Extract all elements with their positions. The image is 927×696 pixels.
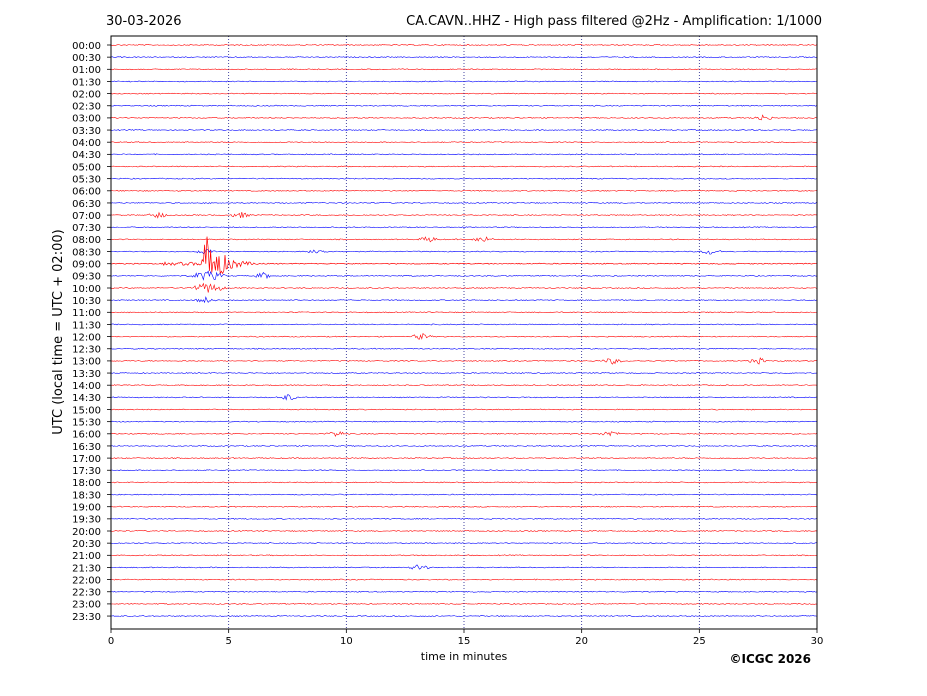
y-tick-label: 07:30 bbox=[72, 223, 101, 234]
y-tick-label: 01:30 bbox=[72, 77, 101, 88]
y-tick-label: 15:30 bbox=[72, 417, 101, 428]
y-tick-label: 23:00 bbox=[72, 600, 101, 611]
trace-0630 bbox=[110, 202, 817, 204]
trace-0530 bbox=[110, 177, 817, 180]
y-tick-label: 09:00 bbox=[72, 260, 101, 271]
trace-0900 bbox=[110, 236, 817, 275]
trace-1530 bbox=[110, 420, 817, 423]
trace-0930 bbox=[110, 270, 817, 281]
y-tick-label: 02:30 bbox=[72, 102, 101, 113]
y-tick-label: 01:00 bbox=[72, 65, 101, 76]
x-tick-label: 15 bbox=[458, 636, 471, 647]
y-tick-label: 23:30 bbox=[72, 612, 101, 623]
y-tick-label: 06:00 bbox=[72, 187, 101, 198]
header-date: 30-03-2026 bbox=[106, 14, 182, 29]
y-tick-label: 14:30 bbox=[72, 393, 101, 404]
trace-1430 bbox=[110, 394, 817, 401]
y-tick-label: 06:30 bbox=[72, 199, 101, 210]
trace-0600 bbox=[110, 189, 817, 192]
trace-0730 bbox=[110, 226, 817, 229]
y-tick-label: 12:00 bbox=[72, 332, 101, 343]
y-axis-label: UTC (local time = UTC + 02:00) bbox=[51, 229, 66, 434]
trace-1900 bbox=[110, 505, 817, 508]
y-tick-label: 08:30 bbox=[72, 247, 101, 258]
x-tick-label: 5 bbox=[225, 636, 231, 647]
trace-1630 bbox=[110, 445, 817, 447]
trace-1800 bbox=[110, 481, 817, 484]
y-tick-label: 10:00 bbox=[72, 284, 101, 295]
x-axis-label: time in minutes bbox=[421, 650, 508, 663]
y-tick-label: 04:00 bbox=[72, 138, 101, 149]
trace-0500 bbox=[110, 165, 817, 168]
y-tick-label: 03:00 bbox=[72, 114, 101, 125]
y-tick-label: 20:30 bbox=[72, 539, 101, 550]
trace-1730 bbox=[110, 469, 817, 472]
y-tick-label: 00:30 bbox=[72, 53, 101, 64]
y-tick-label: 16:00 bbox=[72, 430, 101, 441]
chart-title: CA.CAVN..HHZ - High pass filtered @2Hz -… bbox=[406, 14, 822, 29]
trace-1600 bbox=[110, 431, 817, 437]
y-tick-label: 22:00 bbox=[72, 575, 101, 586]
trace-1830 bbox=[110, 493, 817, 496]
vertical-grid bbox=[228, 36, 700, 629]
y-tick-label: 17:30 bbox=[72, 466, 101, 477]
x-tick-label: 20 bbox=[575, 636, 588, 647]
y-tick-label: 07:00 bbox=[72, 211, 101, 222]
y-tick-label: 21:00 bbox=[72, 551, 101, 562]
x-tick-label: 10 bbox=[340, 636, 353, 647]
y-tick-label: 00:00 bbox=[72, 41, 101, 52]
y-tick-label: 04:30 bbox=[72, 150, 101, 161]
y-tick-label: 20:00 bbox=[72, 527, 101, 538]
y-tick-label: 11:00 bbox=[72, 308, 101, 319]
y-tick-label: 17:00 bbox=[72, 454, 101, 465]
y-tick-label: 19:30 bbox=[72, 515, 101, 526]
y-tick-label: 13:30 bbox=[72, 369, 101, 380]
y-tick-label: 08:00 bbox=[72, 235, 101, 246]
x-tick-labels: 0 5 10 15 20 25 30 bbox=[108, 629, 824, 647]
trace-1700 bbox=[110, 457, 817, 460]
y-tick-label: 14:00 bbox=[72, 381, 101, 392]
y-tick-label: 02:00 bbox=[72, 89, 101, 100]
y-tick-label: 21:30 bbox=[72, 563, 101, 574]
y-tick-label: 05:00 bbox=[72, 162, 101, 173]
trace-0430 bbox=[110, 153, 817, 156]
trace-1500 bbox=[110, 408, 817, 411]
y-tick-label: 22:30 bbox=[72, 588, 101, 599]
y-tick-label: 09:30 bbox=[72, 272, 101, 283]
x-tick-label: 25 bbox=[693, 636, 706, 647]
y-tick-label: 05:30 bbox=[72, 174, 101, 185]
trace-0700 bbox=[110, 211, 817, 219]
trace-0830 bbox=[110, 248, 817, 255]
trace-0800 bbox=[110, 236, 817, 243]
y-tick-label: 18:00 bbox=[72, 478, 101, 489]
x-tick-label: 30 bbox=[811, 636, 824, 647]
y-tick-label: 03:30 bbox=[72, 126, 101, 137]
y-tick-label: 13:00 bbox=[72, 357, 101, 368]
y-tick-label: 18:30 bbox=[72, 490, 101, 501]
copyright-label: ©ICGC 2026 bbox=[729, 652, 811, 666]
x-tick-label: 0 bbox=[108, 636, 114, 647]
y-tick-label: 12:30 bbox=[72, 345, 101, 356]
y-tick-label: 11:30 bbox=[72, 320, 101, 331]
y-tick-label: 10:30 bbox=[72, 296, 101, 307]
trace-2130 bbox=[110, 564, 817, 570]
y-tick-label: 19:00 bbox=[72, 503, 101, 514]
y-tick-label: 16:30 bbox=[72, 442, 101, 453]
y-tick-label: 15:00 bbox=[72, 405, 101, 416]
